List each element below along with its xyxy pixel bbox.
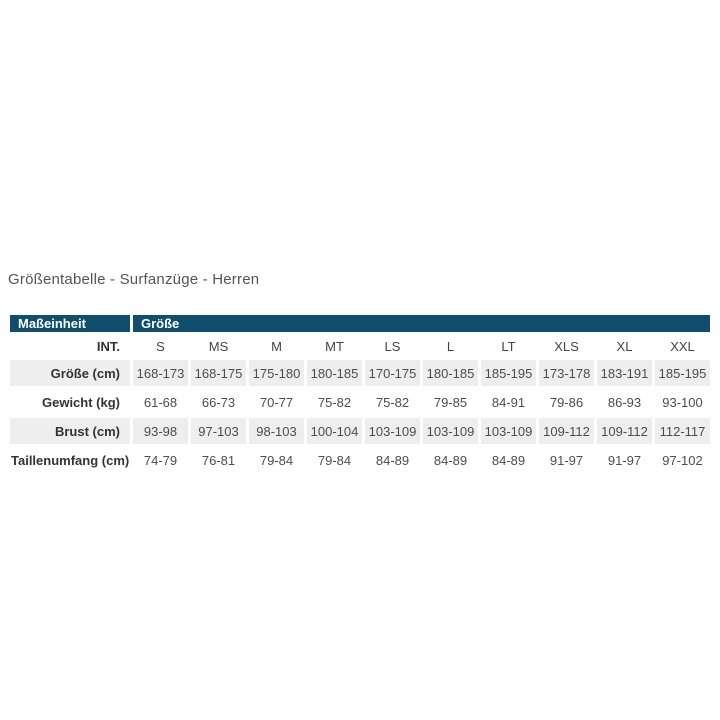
table-cell: 97-103 [191, 418, 246, 444]
size-column-header: XXL [670, 338, 695, 354]
table-cell: 66-73 [201, 394, 236, 410]
table-cell: 91-97 [607, 452, 642, 468]
table-cell: 100-104 [307, 418, 362, 444]
table-cell: 75-82 [317, 394, 352, 410]
table-row-brust: Brust (cm) 93-98 97-103 98-103 100-104 1… [10, 418, 710, 444]
header-cell-maszeinheit: Maßeinheit [10, 315, 130, 332]
size-column-header: L [446, 338, 455, 354]
table-cell: 84-89 [433, 452, 468, 468]
table-cell: 91-97 [549, 452, 584, 468]
size-column-header: MS [208, 338, 229, 354]
table-cell: 180-185 [307, 360, 362, 386]
table-cell: 76-81 [201, 452, 236, 468]
row-label: Gewicht (kg) [41, 394, 120, 410]
row-label-int: INT. [96, 338, 120, 354]
size-column-header: LS [384, 338, 401, 354]
table-cell: 109-112 [597, 418, 652, 444]
table-cell: 112-117 [655, 418, 710, 444]
table-row-groesse: Größe (cm) 168-173 168-175 175-180 180-1… [10, 360, 710, 386]
table-cell: 97-102 [662, 452, 703, 468]
page-title: Größentabelle - Surfanzüge - Herren [8, 271, 260, 288]
table-cell: 183-191 [597, 360, 652, 386]
size-column-header: LT [501, 338, 516, 354]
table-cell: 103-109 [481, 418, 536, 444]
table-cell: 79-85 [433, 394, 468, 410]
row-label: Brust (cm) [10, 418, 130, 444]
table-cell: 86-93 [607, 394, 642, 410]
table-cell: 70-77 [259, 394, 294, 410]
table-cell: 175-180 [249, 360, 304, 386]
table-cell: 84-89 [375, 452, 410, 468]
size-column-header: S [156, 338, 165, 354]
size-column-header: MT [325, 338, 344, 354]
table-cell: 79-84 [259, 452, 294, 468]
table-row-taillenumfang: Taillenumfang (cm) 74-79 76-81 79-84 79-… [10, 447, 710, 473]
table-cell: 185-195 [481, 360, 536, 386]
size-column-header: M [271, 338, 282, 354]
table-cell: 98-103 [249, 418, 304, 444]
table-cell: 74-79 [143, 452, 178, 468]
table-cell: 109-112 [539, 418, 594, 444]
table-cell: 103-109 [365, 418, 420, 444]
table-cell: 75-82 [375, 394, 410, 410]
table-cell: 168-173 [133, 360, 188, 386]
table-cell: 173-178 [539, 360, 594, 386]
table-cell: 168-175 [191, 360, 246, 386]
table-cell: 180-185 [423, 360, 478, 386]
table-row-int: INT. S MS M MT LS L LT XLS XL XXL [10, 335, 710, 357]
table-cell: 61-68 [143, 394, 178, 410]
table-cell: 170-175 [365, 360, 420, 386]
size-column-header: XL [616, 338, 633, 354]
row-label: Taillenumfang (cm) [11, 452, 130, 468]
header-cell-groesse: Größe [133, 315, 710, 332]
row-label: Größe (cm) [10, 360, 130, 386]
table-cell: 93-98 [133, 418, 188, 444]
table-cell: 185-195 [655, 360, 710, 386]
table-row-gewicht: Gewicht (kg) 61-68 66-73 70-77 75-82 75-… [10, 389, 710, 415]
size-column-header: XLS [554, 338, 579, 354]
table-cell: 103-109 [423, 418, 478, 444]
table-cell: 84-91 [491, 394, 526, 410]
table-cell: 93-100 [662, 394, 703, 410]
table-cell: 79-86 [549, 394, 584, 410]
table-header-row: Maßeinheit Größe [10, 315, 710, 332]
table-cell: 79-84 [317, 452, 352, 468]
table-cell: 84-89 [491, 452, 526, 468]
size-table: Maßeinheit Größe INT. S MS M MT LS L LT … [7, 312, 713, 476]
